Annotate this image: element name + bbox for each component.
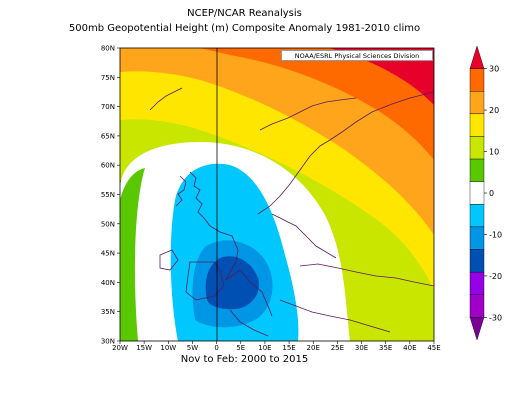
- colorbar-tick-label: 20: [489, 106, 499, 115]
- colorbar-segment: [469, 249, 485, 273]
- lon-tick-label: 20E: [307, 344, 320, 352]
- colorbar-tick-label: 0: [489, 189, 494, 198]
- colorbar-tick-label: -10: [489, 230, 502, 239]
- credit-label: NOAA/ESRL Physical Sciences Division: [281, 50, 433, 61]
- lon-tick-label: 5E: [236, 344, 245, 352]
- lon-tick-label: 15E: [282, 344, 295, 352]
- lat-tick-label: 65N: [101, 132, 115, 140]
- lon-tick-label: 15W: [136, 344, 152, 352]
- colorbar-ticks: 30 20 10 0 -10 -20 -30: [484, 65, 502, 322]
- lat-tick-label: 60N: [101, 162, 115, 170]
- period-label: Nov to Feb: 2000 to 2015: [180, 354, 309, 365]
- lon-tick-label: 10W: [160, 344, 176, 352]
- lon-tick-label: 25E: [331, 344, 344, 352]
- lat-tick-label: 80N: [101, 45, 115, 53]
- colorbar-segment: [469, 45, 485, 69]
- lat-tick-label: 50N: [101, 220, 115, 228]
- lon-tick-label: 0: [214, 344, 218, 352]
- coastlines: [149, 51, 434, 337]
- colorbar-tick-label: -20: [489, 272, 502, 281]
- lon-tick-label: 45E: [427, 344, 440, 352]
- chart-title: NCEP/NCAR Reanalysis: [187, 8, 302, 19]
- lon-tick-label: 30E: [355, 344, 368, 352]
- chart-subtitle: 500mb Geopotential Height (m) Composite …: [68, 23, 421, 34]
- lon-tick-label: 20W: [112, 344, 128, 352]
- colorbar-segment: [469, 68, 485, 92]
- colorbar-tick-label: 30: [489, 65, 499, 74]
- lat-tick-label: 55N: [101, 191, 115, 199]
- lat-tick-label: 45N: [101, 250, 115, 258]
- colorbar-segment: [469, 204, 485, 228]
- colorbar-tick-label: -30: [489, 313, 502, 322]
- band-pos-30: [330, 48, 434, 105]
- band-pos-25: [200, 48, 434, 160]
- colorbar-segment: [469, 158, 485, 182]
- band-west-pos: [120, 168, 145, 341]
- latitude-ticks: 30N 35N 40N 45N 50N 55N 60N 65N 70N 75N 80N: [101, 45, 120, 346]
- lat-tick-label: 35N: [101, 308, 115, 316]
- lon-tick-label: 40E: [403, 344, 416, 352]
- lat-tick-label: 75N: [101, 74, 115, 82]
- colorbar-segment: [469, 294, 485, 318]
- colorbar-segment: [469, 271, 485, 295]
- longitude-ticks: 20W 15W 10W 5W 0 5E 10E 15E 20E 25E 30E 35E 40E 45E: [112, 341, 441, 352]
- lon-tick-label: 10E: [258, 344, 271, 352]
- colorbar-segment: [469, 317, 485, 341]
- lon-tick-label: 5W: [187, 344, 198, 352]
- colorbar-tick-label: 10: [489, 148, 499, 157]
- lat-tick-label: 30N: [101, 338, 115, 346]
- band-neg-15: [205, 256, 259, 310]
- colorbar-segment: [469, 113, 485, 137]
- lat-tick-label: 70N: [101, 103, 115, 111]
- colorbar-segment: [469, 91, 485, 115]
- anomaly-field: [120, 48, 434, 341]
- colorbar-segment: [469, 136, 485, 160]
- lon-tick-label: 35E: [379, 344, 392, 352]
- lat-tick-label: 40N: [101, 279, 115, 287]
- colorbar: [469, 45, 485, 341]
- colorbar-segment: [469, 181, 485, 205]
- colorbar-segment: [469, 226, 485, 250]
